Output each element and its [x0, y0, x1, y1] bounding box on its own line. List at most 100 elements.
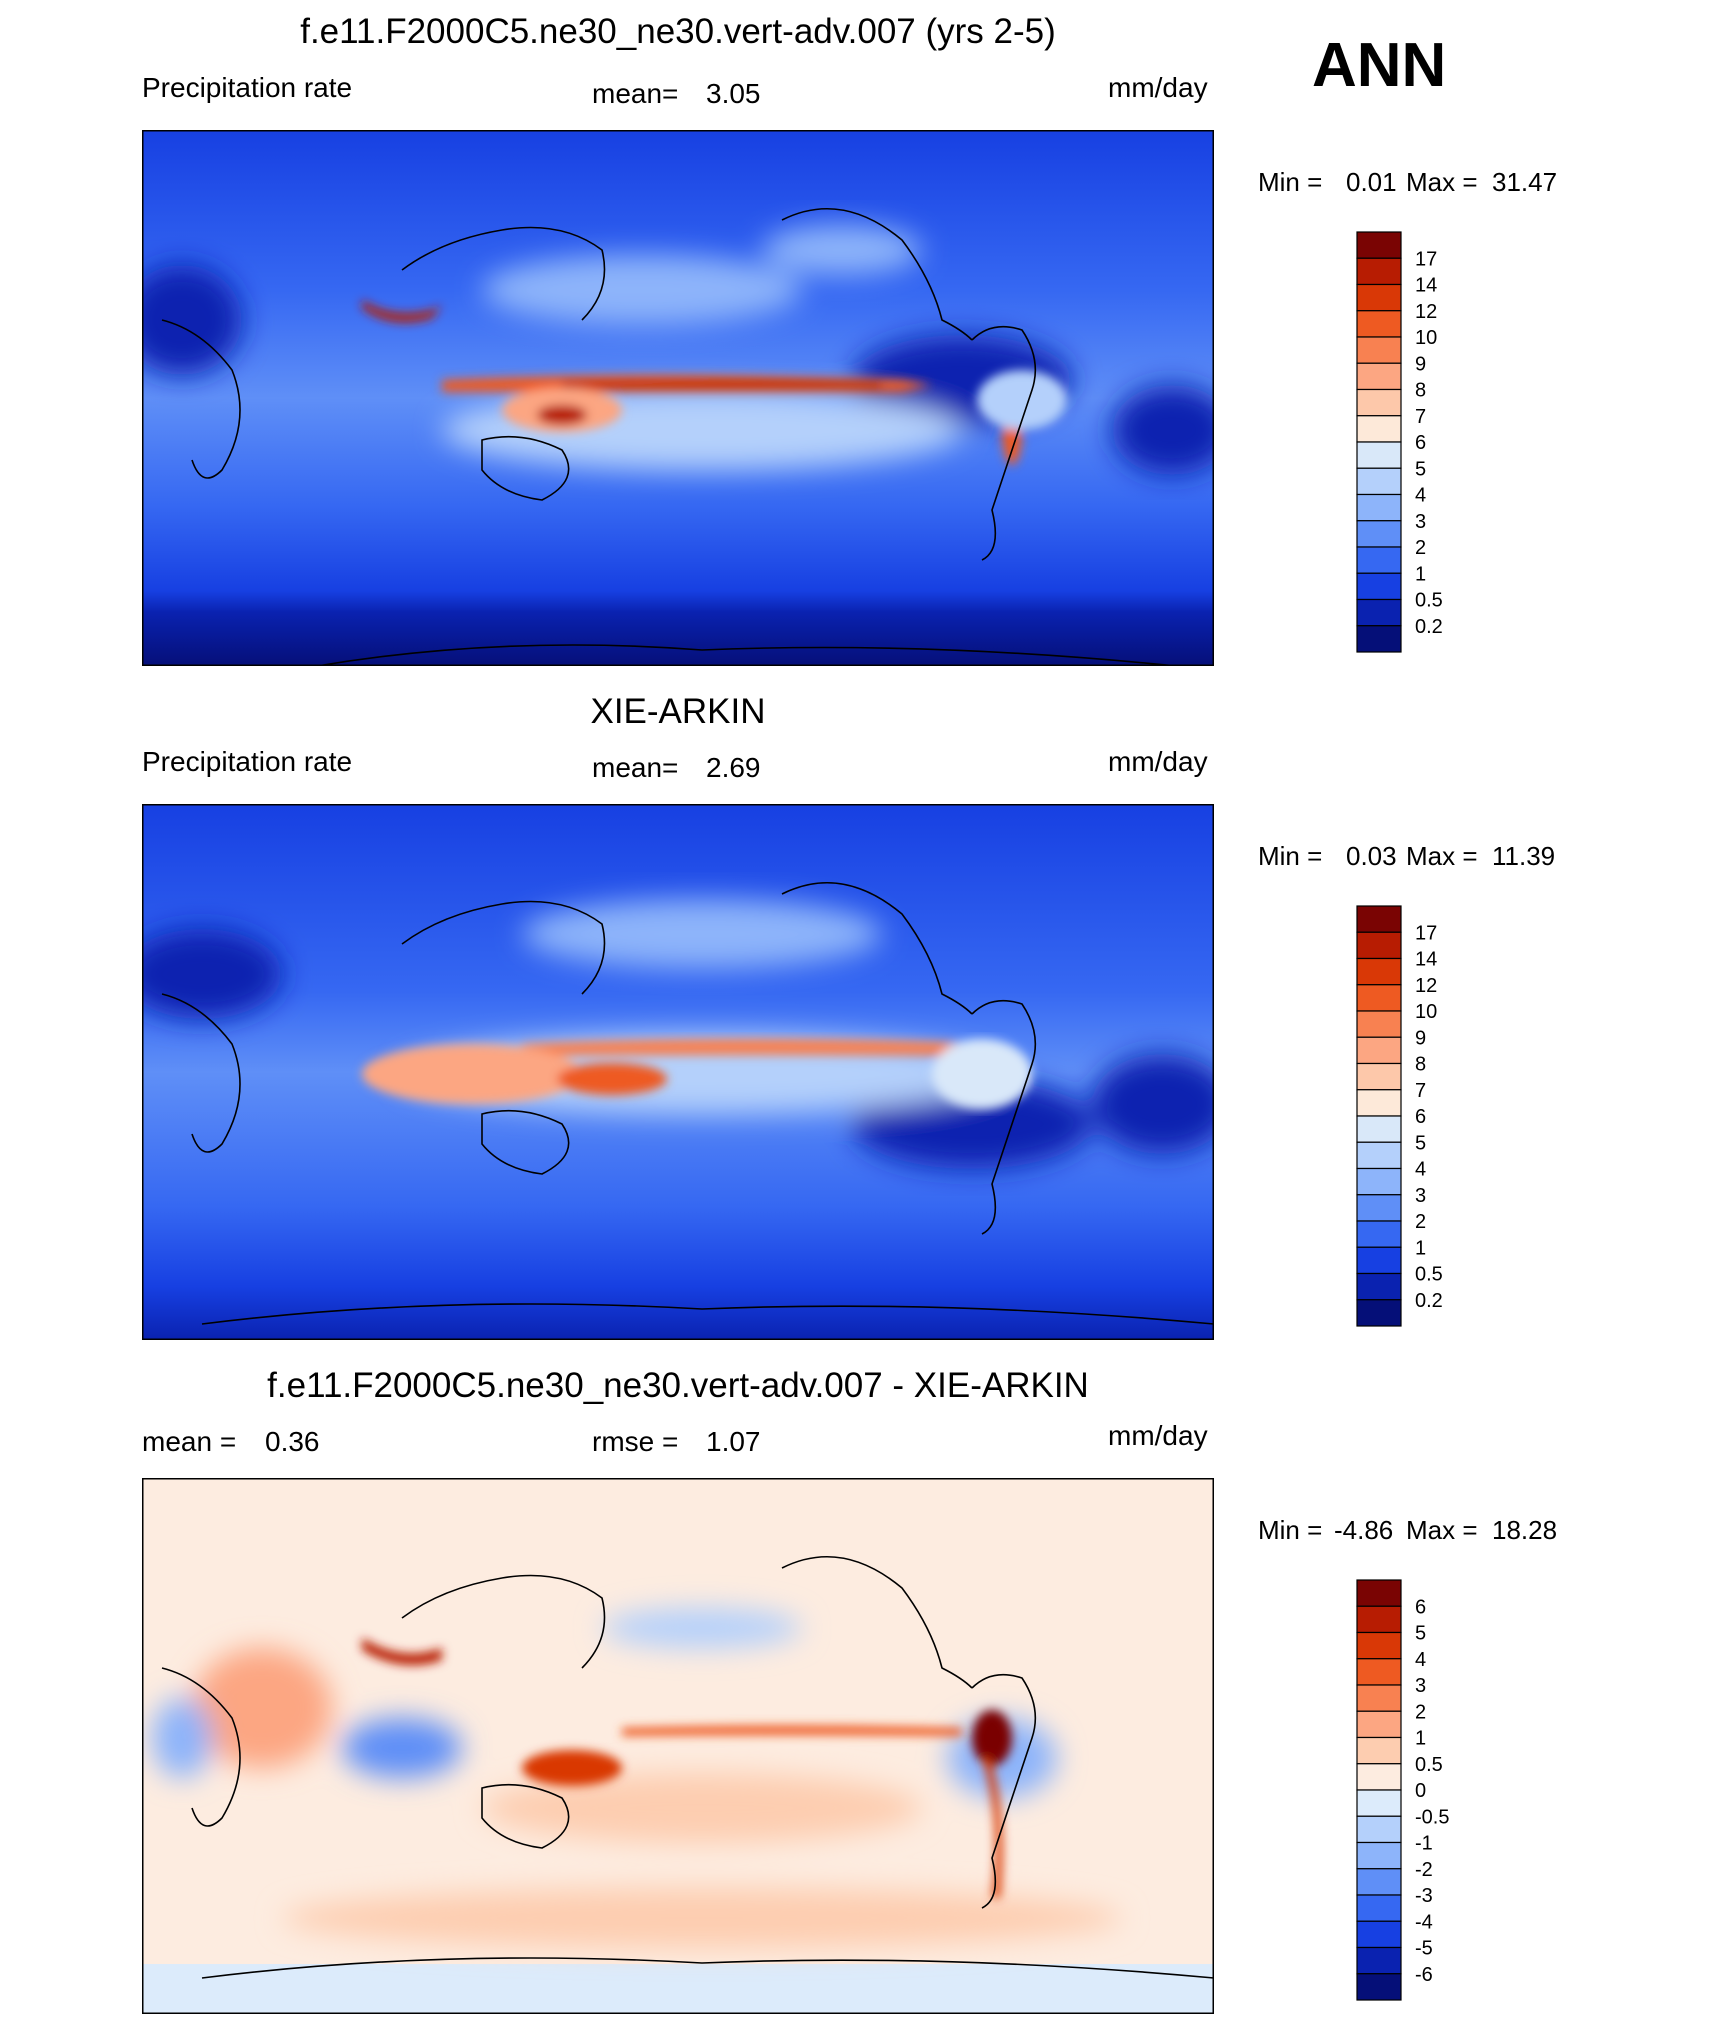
colorbar-level-label: 0 [1415, 1780, 1426, 1802]
colorbar-swatch [1356, 1841, 1402, 1870]
colorbar-swatch [1356, 1246, 1402, 1275]
colorbar-level-label: 5 [1415, 1132, 1426, 1154]
colorbar-level-label: 9 [1415, 1027, 1426, 1049]
panel-3-itcz-difference [622, 1725, 962, 1736]
colorbar-level-label: 8 [1415, 1054, 1426, 1076]
colorbar-level-label: -1 [1415, 1833, 1433, 1855]
colorbar-level-label: 0.2 [1415, 1290, 1443, 1312]
colorbar-swatch [1356, 1115, 1402, 1143]
panel-1-title: f.e11.F2000C5.ne30_ne30.vert-adv.007 (yr… [300, 12, 1056, 51]
panel-2-coastlines [161, 882, 1214, 1325]
colorbar-swatch [1356, 520, 1402, 548]
colorbar-level-label: 1 [1415, 1728, 1426, 1750]
colorbar-swatch [1356, 1036, 1402, 1065]
panel-2-map [142, 804, 1214, 1340]
colorbar-level-label: 1 [1415, 1237, 1426, 1259]
colorbar-level-label: 3 [1415, 1185, 1426, 1207]
panel-2-min-value: 0.03 [1346, 841, 1397, 871]
colorbar-level-label: -3 [1415, 1885, 1433, 1907]
colorbar-swatch [1356, 1579, 1402, 1607]
panel-1-mean-value: 3.05 [706, 78, 761, 109]
panel-3-negative-region [602, 1608, 802, 1648]
colorbar-level-label: 2 [1415, 1211, 1426, 1233]
panel-2-dry-region [1092, 1054, 1214, 1154]
panel-1-min-value: 0.01 [1346, 167, 1397, 197]
colorbar-swatch [1356, 1868, 1402, 1896]
colorbar-swatch [1356, 1763, 1402, 1791]
panel-3-positive-region [192, 1648, 332, 1768]
colorbar-swatch [1356, 441, 1402, 469]
colorbar-level-label: 6 [1415, 1596, 1426, 1618]
colorbar-swatch [1356, 1684, 1402, 1712]
colorbar-swatch [1356, 1167, 1402, 1196]
colorbar-level-label: 7 [1415, 1080, 1426, 1102]
colorbar-swatch [1356, 957, 1402, 986]
colorbar-swatch [1356, 467, 1402, 496]
colorbar-swatch [1356, 1920, 1402, 1949]
colorbar-swatch [1356, 1010, 1402, 1038]
colorbar-swatch [1356, 1089, 1402, 1117]
panel-1-dry-region [142, 265, 242, 375]
panel-3-mean-label: mean = [142, 1426, 237, 1457]
colorbar-level-label: 10 [1415, 327, 1437, 349]
panel-2-itcz-band [522, 1039, 1002, 1056]
colorbar-level-label: -5 [1415, 1938, 1433, 1960]
panel-2-units: mm/day [1108, 746, 1208, 777]
colorbar-swatch [1356, 1815, 1402, 1844]
colorbar-level-label: 1 [1415, 563, 1426, 585]
colorbar-level-label: -4 [1415, 1911, 1433, 1933]
colorbar-swatch [1356, 984, 1402, 1012]
colorbar-level-label: 14 [1415, 949, 1437, 971]
panel-3-positive-region [482, 1773, 922, 1843]
colorbar-swatch [1356, 1894, 1402, 1922]
panel-3-rmse-label: rmse = [592, 1426, 679, 1457]
colorbar-level-label: 4 [1415, 485, 1426, 507]
colorbar-swatch [1356, 1710, 1402, 1739]
panel-3-max-label: Max = [1406, 1515, 1478, 1545]
colorbar-level-label: 2 [1415, 537, 1426, 559]
colorbar-level-label: 7 [1415, 406, 1426, 428]
panel-1-wet-band [762, 225, 922, 275]
colorbar-swatch [1356, 1299, 1402, 1327]
panel-1-min-label: Min = [1258, 167, 1323, 197]
panel-3-himalaya-peak [362, 1638, 442, 1666]
colorbar-swatch [1356, 1789, 1402, 1817]
panel-1-mean-label: mean= [592, 78, 679, 109]
panel-3-max-value: 18.28 [1492, 1515, 1558, 1545]
colorbar-swatch [1356, 625, 1402, 653]
panel-2-wet-band [522, 899, 882, 969]
colorbar-level-label: -0.5 [1415, 1806, 1449, 1828]
colorbar-swatch [1356, 1141, 1402, 1170]
colorbar-swatch [1356, 1194, 1402, 1222]
colorbar-level-label: 6 [1415, 1106, 1426, 1128]
panel-2-mean-label: mean= [592, 752, 679, 783]
colorbar-swatch [1356, 231, 1402, 259]
panel-1-map [142, 130, 1214, 666]
colorbar-swatch [1356, 546, 1402, 574]
colorbar-swatch [1356, 598, 1402, 627]
colorbar-swatch [1356, 1736, 1402, 1765]
colorbar-level-label: 10 [1415, 1001, 1437, 1023]
panel-1-new-guinea-peak [537, 405, 587, 425]
colorbar-swatch [1356, 1631, 1402, 1660]
panel-1-amazon [977, 370, 1067, 430]
colorbar-level-label: 5 [1415, 458, 1426, 480]
colorbar-level-label: 17 [1415, 922, 1437, 944]
colorbar-level-label: 0.2 [1415, 616, 1443, 638]
panel-1-itcz-core [562, 380, 882, 388]
colorbar-level-label: 0.5 [1415, 1754, 1443, 1776]
panel-2-min-label: Min = [1258, 841, 1323, 871]
panel-1-colorbar: 17 14 12 10 9 8 7 6 5 4 3 2 1 0.5 0.2 [1356, 231, 1443, 653]
panel-1-coastlines [161, 208, 1184, 666]
colorbar-level-label: -2 [1415, 1859, 1433, 1881]
colorbar-swatch [1356, 1220, 1402, 1248]
panel-3-colorbar: 6 5 4 3 2 1 0.5 0 -0.5 -1 -2 -3 -4 -5 -6 [1356, 1579, 1449, 2001]
colorbar-level-label: -6 [1415, 1964, 1433, 1986]
panel-3-map [142, 1478, 1214, 2014]
colorbar-swatch [1356, 572, 1402, 601]
panel-3-min-label: Min = [1258, 1515, 1323, 1545]
panel-1-himalaya-peak [362, 300, 442, 323]
panel-3-positive-region [282, 1888, 1122, 1948]
panel-3-mean-value: 0.36 [265, 1426, 320, 1457]
panel-3-min-value: -4.86 [1334, 1515, 1394, 1545]
